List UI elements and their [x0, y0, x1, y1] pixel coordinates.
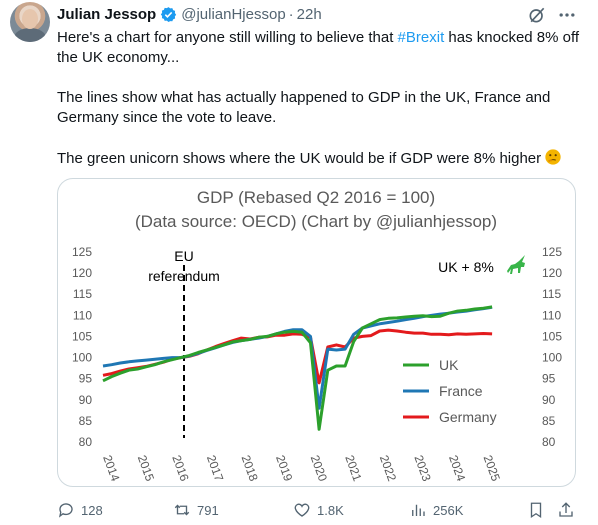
gdp-chart: GDP (Rebased Q2 2016 = 100) (Data source…	[72, 188, 562, 483]
series-line-germany	[102, 328, 493, 385]
annotation-referendum: referendum	[148, 268, 220, 284]
y-tick-left: 80	[79, 435, 93, 449]
y-tick-right: 125	[542, 245, 562, 259]
y-tick-right: 120	[542, 266, 562, 280]
repost-icon	[174, 504, 190, 516]
bookmark-button[interactable]	[527, 498, 551, 522]
chart-title: GDP (Rebased Q2 2016 = 100)	[197, 188, 435, 207]
bookmark-icon	[530, 502, 542, 519]
like-button[interactable]: 1.8K	[293, 498, 344, 522]
reply-count: 128	[81, 502, 103, 518]
like-count: 1.8K	[317, 502, 344, 518]
annotation-eu: EU	[174, 248, 193, 264]
y-tick-left: 110	[73, 308, 92, 322]
views-count: 256K	[433, 502, 464, 518]
unicorn-icon	[507, 255, 525, 274]
y-tick-right: 85	[542, 414, 556, 428]
chart-card[interactable]: GDP (Rebased Q2 2016 = 100) (Data source…	[57, 178, 576, 487]
y-tick-right: 95	[542, 372, 556, 386]
chart-subtitle: (Data source: OECD) (Chart by @julianhje…	[135, 212, 497, 231]
share-icon	[559, 502, 573, 517]
action-bar: 128 791 1.8K 256K	[57, 498, 582, 522]
views-icon	[412, 504, 425, 516]
tweet-paragraph-2: The lines show what has actually happene…	[57, 89, 551, 126]
y-tick-left: 115	[73, 287, 92, 301]
timestamp[interactable]: 22h	[296, 5, 322, 23]
x-tick-label: 2018	[239, 453, 261, 483]
repost-count: 791	[197, 502, 219, 518]
x-tick-label: 2016	[169, 453, 191, 483]
tweet-header: Julian Jessop @julianHjessop · 22h	[57, 4, 322, 24]
x-tick-label: 2015	[135, 453, 157, 483]
x-tick-label: 2022	[377, 453, 399, 483]
y-tick-right: 100	[542, 351, 562, 365]
y-tick-left: 90	[79, 393, 93, 407]
y-tick-right: 80	[542, 435, 556, 449]
x-tick-label: 2025	[481, 453, 503, 483]
y-tick-left: 100	[72, 351, 92, 365]
y-tick-left: 120	[72, 266, 92, 280]
x-tick-label: 2021	[342, 453, 364, 483]
grok-icon[interactable]	[527, 5, 547, 25]
y-tick-right: 105	[542, 329, 562, 343]
x-tick-label: 2020	[308, 453, 330, 483]
thinking-face-icon	[544, 148, 562, 166]
header-separator: ·	[288, 5, 294, 23]
legend-label-germany: Germany	[439, 409, 497, 425]
x-tick-label: 2023	[411, 453, 433, 483]
x-tick-label: 2024	[446, 453, 468, 483]
tweet-paragraph-1: Here's a chart for anyone still willing …	[57, 29, 580, 66]
y-tick-right: 90	[542, 393, 556, 407]
reply-icon	[58, 503, 73, 518]
more-options-icon[interactable]	[557, 5, 577, 25]
y-tick-right: 115	[542, 287, 561, 301]
author-name[interactable]: Julian Jessop	[57, 5, 157, 23]
legend-label-france: France	[439, 383, 483, 399]
tweet-paragraph-3: The green unicorn shows where the UK wou…	[57, 148, 582, 169]
y-tick-right: 110	[542, 308, 561, 322]
heart-icon	[294, 503, 310, 517]
annotation-uk-plus-8: UK + 8%	[438, 259, 494, 275]
y-tick-left: 95	[79, 372, 93, 386]
y-tick-left: 85	[79, 414, 93, 428]
avatar[interactable]	[10, 2, 50, 42]
tweet-text: Here's a chart for anyone still willing …	[57, 28, 582, 169]
legend-label-uk: UK	[439, 357, 459, 373]
y-tick-left: 105	[72, 329, 92, 343]
author-handle[interactable]: @julianHjessop	[181, 5, 286, 23]
x-tick-label: 2014	[100, 453, 122, 483]
reply-button[interactable]: 128	[57, 498, 103, 522]
x-tick-label: 2017	[204, 453, 226, 483]
series-line-france	[102, 305, 493, 410]
hashtag-link[interactable]: #Brexit	[397, 29, 445, 46]
repost-button[interactable]: 791	[173, 498, 219, 522]
y-tick-left: 125	[72, 245, 92, 259]
views-button[interactable]: 256K	[409, 498, 463, 522]
verified-badge-icon	[160, 6, 177, 23]
x-tick-label: 2019	[273, 453, 295, 483]
share-button[interactable]	[557, 498, 581, 522]
series-line-uk	[102, 305, 493, 431]
